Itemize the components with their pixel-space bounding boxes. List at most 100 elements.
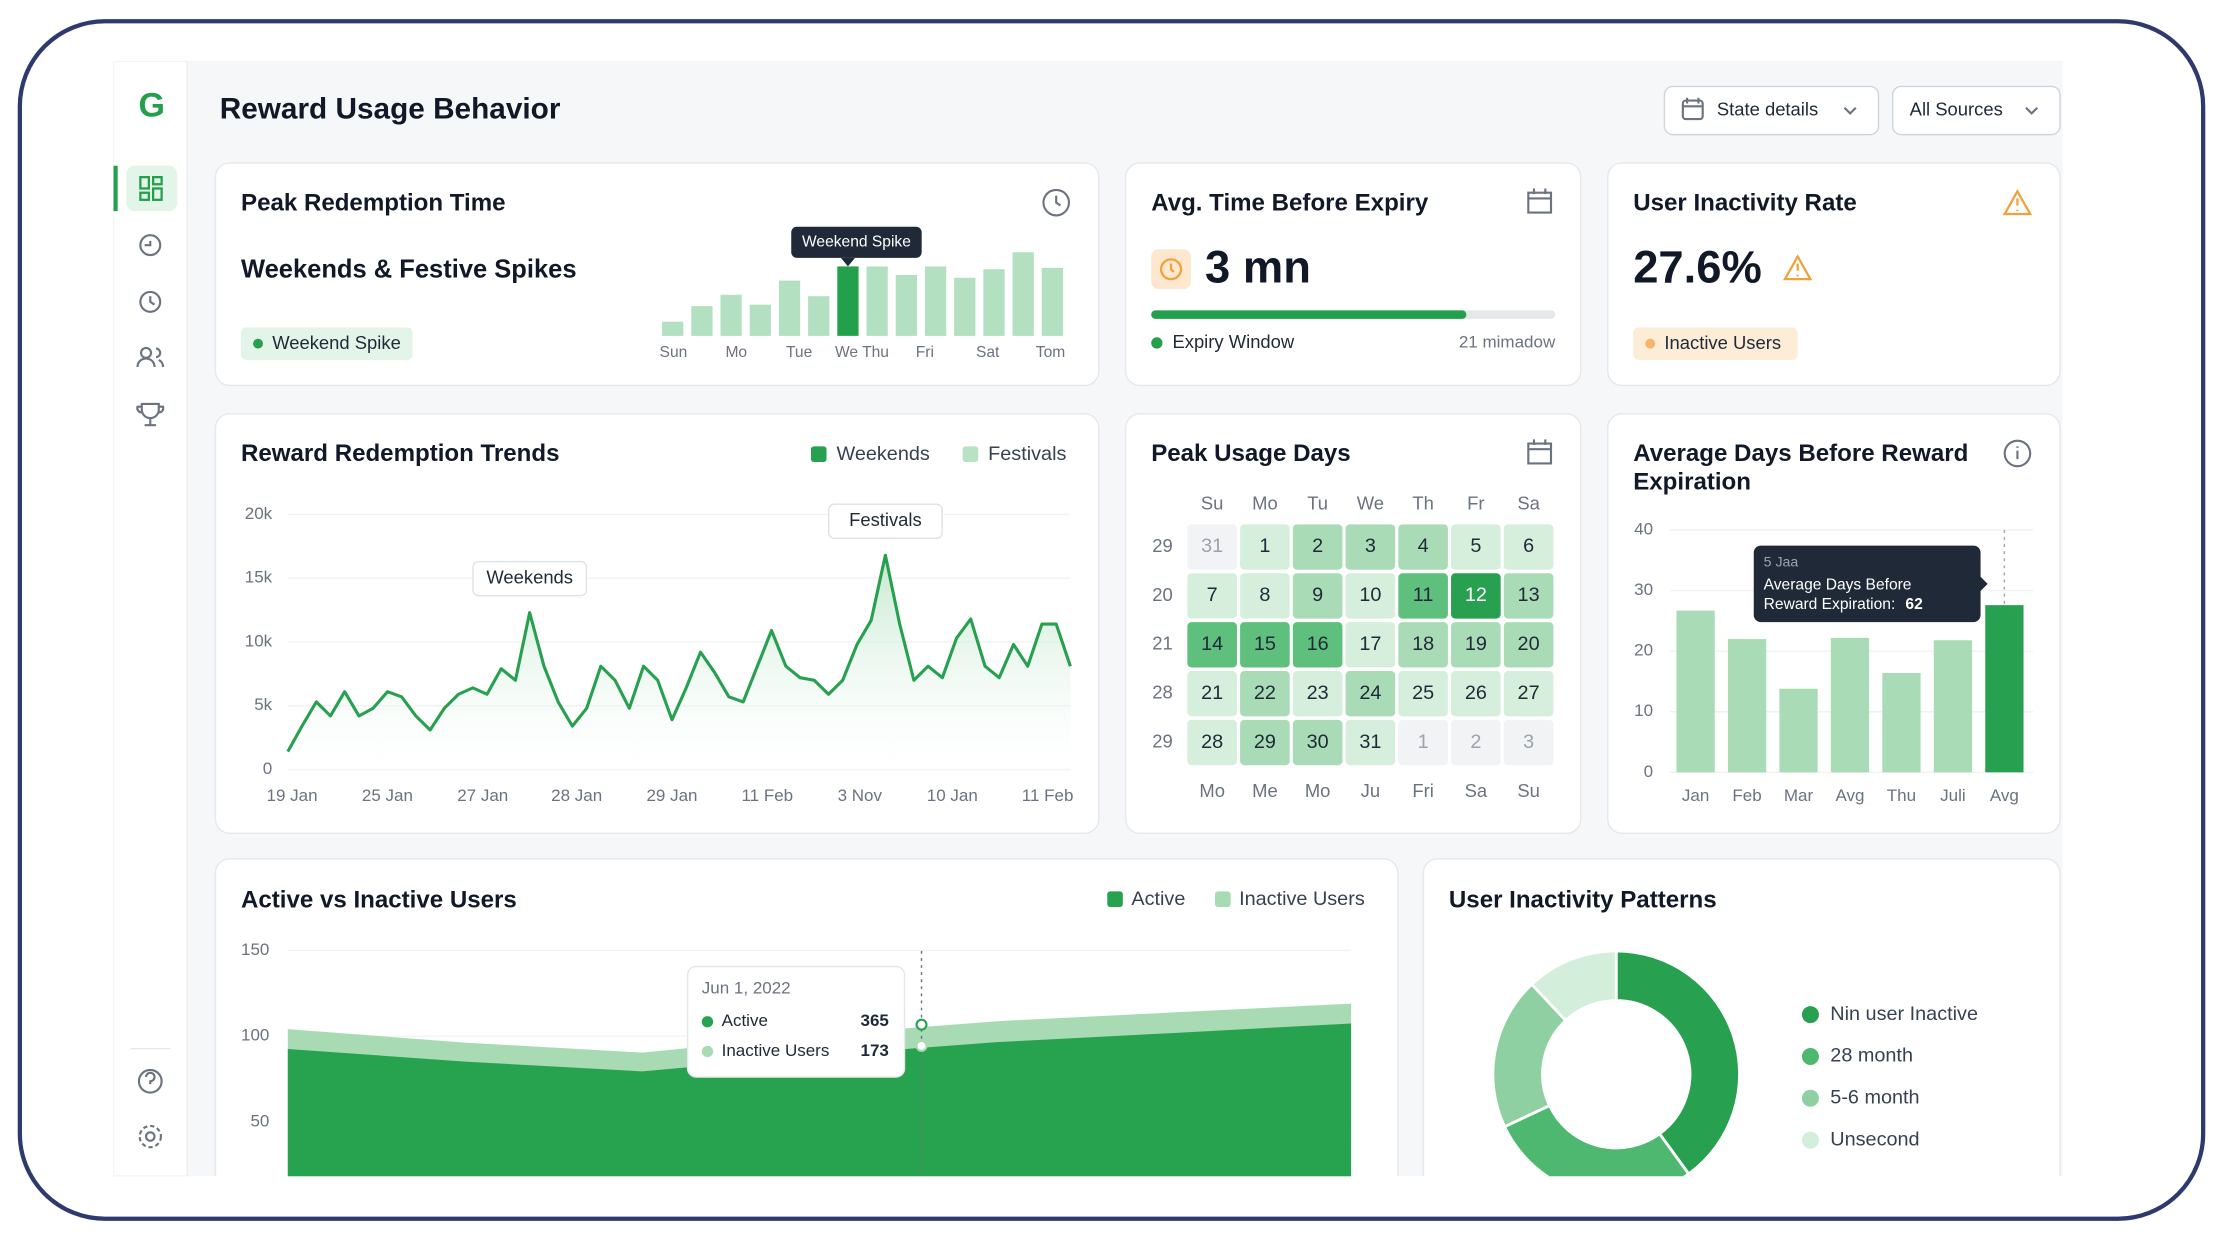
x-tick-label: Avg — [1835, 786, 1864, 805]
bar — [1676, 610, 1715, 773]
weekday-label: We — [1357, 492, 1384, 513]
calendar-icon — [1527, 439, 1553, 465]
nav-active-bg — [126, 165, 178, 212]
tooltip — [686, 965, 906, 1078]
x-tick-label: We Thu — [835, 344, 889, 361]
card-title: Average Days Before Reward — [1633, 440, 1968, 467]
weekday-label: Su — [1517, 780, 1540, 801]
bar — [720, 294, 742, 336]
day-label: 20 — [1518, 633, 1540, 655]
day-label: 26 — [1465, 682, 1487, 704]
day-label: 22 — [1254, 682, 1276, 704]
chevron — [2025, 106, 2039, 115]
legend-dot — [1151, 337, 1163, 349]
bar — [1882, 672, 1921, 773]
bar — [983, 269, 1005, 336]
card — [1124, 162, 1582, 387]
day-label: 6 — [1523, 535, 1534, 557]
x-tick-label: 28 Jan — [551, 786, 602, 805]
calendar-cell — [1398, 622, 1448, 668]
day-label: 7 — [1207, 584, 1218, 606]
x-tick-label: 19 Jan — [267, 786, 318, 805]
day-label: 30 — [1307, 731, 1329, 753]
calendar-cell — [1187, 622, 1237, 668]
nav-rewards[interactable] — [136, 402, 165, 427]
y-tick-label: 0 — [263, 759, 272, 778]
calendar-cell — [1503, 719, 1554, 766]
weekday-label: Tu — [1307, 492, 1328, 513]
nav-settings[interactable] — [138, 1124, 162, 1149]
badge-label: Inactive Users — [1664, 332, 1781, 353]
bar — [924, 266, 947, 336]
nav-clock[interactable] — [139, 290, 162, 313]
kpi-value: 3 mn — [1205, 242, 1311, 293]
x-tick-label: 10 Jan — [927, 786, 978, 805]
legend-swatch — [1214, 891, 1231, 907]
legend-label: Weekends — [836, 443, 929, 465]
filter-label: State details — [1717, 98, 1818, 119]
calendar-cell — [1451, 671, 1501, 717]
area — [287, 1023, 1352, 1177]
card — [1422, 858, 2061, 1177]
week-label: 29 — [1152, 535, 1172, 556]
day-label: 11 — [1413, 584, 1434, 606]
calendar-cell — [1345, 622, 1396, 668]
day-label: 1 — [1418, 731, 1429, 753]
weekday-label: Fri — [1412, 780, 1433, 801]
calendar-cell — [1503, 573, 1554, 619]
legend-label: Active — [1131, 888, 1185, 910]
tooltip-date: 5 Jaa — [1764, 554, 1799, 570]
legend-label: Unsecond — [1830, 1128, 1919, 1150]
weekday-label: Sa — [1517, 492, 1540, 513]
calendar-cell — [1451, 622, 1501, 668]
calendar-cell — [1451, 573, 1501, 619]
warning-icon — [1782, 254, 1813, 281]
day-label: 29 — [1254, 731, 1276, 753]
calendar-cell — [1345, 524, 1396, 570]
calendar-cell — [1240, 719, 1290, 766]
chevron — [1843, 106, 1857, 115]
y-tick-label: 0 — [1644, 762, 1653, 781]
y-tick-label: 20 — [1634, 641, 1653, 660]
calendar-cell — [1187, 719, 1237, 766]
calendar-cell — [1398, 573, 1448, 619]
calendar-cell — [1240, 622, 1290, 668]
value-icon — [1160, 258, 1183, 281]
filter-sources[interactable] — [1891, 85, 2061, 136]
day-label: 13 — [1518, 584, 1540, 606]
y-tick-label: 40 — [1634, 519, 1653, 538]
legend-swatch — [962, 446, 979, 462]
weekday-label: Fr — [1467, 492, 1484, 513]
x-tick-label: Thu — [1887, 786, 1916, 805]
nav-indicator — [113, 165, 118, 212]
warning-icon — [2002, 189, 2033, 216]
tooltip-date: Jun 1, 2022 — [702, 979, 791, 998]
calendar-cell — [1398, 671, 1448, 717]
nav-history[interactable] — [139, 234, 162, 257]
page-title: Reward Usage Behavior — [220, 92, 561, 125]
filter-state[interactable] — [1663, 85, 1880, 136]
nav-users[interactable] — [136, 346, 165, 368]
kpi-value: 27.6% — [1633, 242, 1762, 293]
day-label: 21 — [1201, 682, 1223, 704]
calendar-cell — [1503, 671, 1554, 717]
legend-dot — [1801, 1131, 1819, 1149]
calendar-cell — [1292, 573, 1343, 619]
bar — [778, 280, 801, 336]
nav-help[interactable] — [137, 1068, 163, 1094]
tooltip-value: 173 — [861, 1041, 889, 1060]
calendar-icon — [1527, 188, 1553, 214]
day-label: 4 — [1418, 535, 1429, 557]
legend-label: Festivals — [988, 443, 1066, 465]
y-tick-label: 10 — [1634, 701, 1653, 720]
nav-dashboard[interactable] — [139, 176, 163, 201]
bar — [808, 296, 830, 336]
day-label: 1 — [1259, 535, 1270, 557]
tooltip-label: Active — [722, 1011, 768, 1030]
bar — [1985, 605, 2024, 773]
logo: G — [138, 87, 164, 125]
annotation-box — [827, 503, 943, 539]
calendar-cell — [1187, 671, 1237, 717]
